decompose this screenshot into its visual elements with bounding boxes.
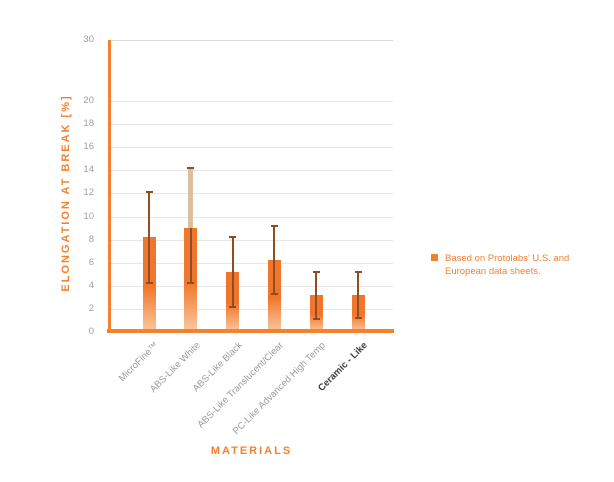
gridline-20 (110, 101, 393, 102)
legend-swatch-icon (431, 254, 438, 261)
gridline-16 (110, 147, 393, 149)
legend: Based on Protolabs’ U.S. and European da… (431, 252, 605, 278)
y-tick-labels: 0 2 4 6 8 10 12 14 16 18 20 30 (55, 0, 102, 482)
y-tick-label-30: 30 (83, 34, 94, 45)
error-bar-cap-high (270, 224, 278, 227)
y-tick-label-18: 18 (83, 118, 94, 130)
y-axis-line (108, 40, 111, 333)
x-category-label: Ceramic - Like (316, 340, 370, 394)
error-bar-line (357, 271, 359, 319)
gridline-4 (110, 285, 393, 287)
y-tick-label-12: 12 (83, 187, 94, 199)
x-category-label: PC-Like Advanced High Temp (231, 340, 328, 437)
legend-label: Based on Protolabs’ U.S. and European da… (445, 252, 605, 278)
y-tick-label-4: 4 (88, 279, 94, 291)
gridline-14 (110, 170, 393, 172)
x-axis-line (107, 329, 394, 333)
error-bar-cap-low (145, 282, 153, 285)
error-bar-cap-low (187, 282, 195, 285)
error-bar-cap-high (145, 191, 153, 194)
legend-label-line1: Based on Protolabs’ U.S. and (445, 253, 570, 264)
error-bar-line (189, 228, 192, 284)
error-bar-cap-low (354, 317, 362, 320)
gridline-2 (110, 308, 393, 310)
bar-4 (267, 260, 281, 332)
y-tick-label-10: 10 (83, 210, 94, 222)
y-tick-label-0: 0 (88, 326, 94, 337)
y-tick-label-16: 16 (83, 141, 94, 153)
error-bar-cap-high (229, 236, 237, 239)
error-bar-cap-high (312, 270, 320, 273)
plot-area (110, 40, 393, 332)
gridline-6 (110, 262, 393, 264)
error-bar-cap-high (354, 270, 362, 273)
bar-1 (142, 237, 156, 332)
error-bar-cap-low (270, 292, 278, 295)
error-bar-line (315, 271, 318, 320)
x-category-label: ABS-Like Black (190, 340, 245, 395)
y-tick-label-8: 8 (88, 233, 94, 245)
error-bar-cap-low (229, 305, 237, 308)
y-tick-label-6: 6 (88, 256, 94, 268)
y-tick-label-14: 14 (83, 164, 94, 176)
error-bar-line (148, 192, 150, 284)
error-bar-cap-low (312, 318, 320, 321)
gridline-18 (110, 124, 393, 126)
y-tick-label-2: 2 (88, 302, 94, 314)
y-tick-label-20: 20 (83, 95, 94, 106)
error-bar-cap-high (187, 166, 195, 169)
gridline-30 (110, 40, 393, 41)
error-bar-line (273, 225, 276, 294)
error-bar-upper-segment (188, 167, 194, 229)
gridline-10 (110, 216, 393, 218)
gridline-8 (110, 239, 393, 241)
legend-label-line2: European data sheets. (445, 266, 541, 277)
x-category-label: ABS-Like Translucent/Clear (195, 340, 287, 431)
x-axis-title: MATERIALS (210, 445, 293, 457)
gridline-12 (110, 193, 393, 195)
error-bar-line (231, 237, 234, 307)
